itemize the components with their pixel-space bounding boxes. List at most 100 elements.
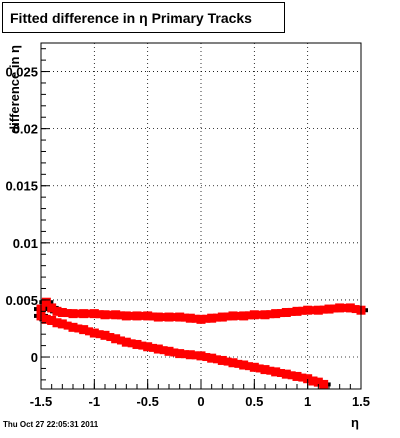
data-point — [271, 367, 281, 377]
data-point — [57, 307, 67, 317]
data-point-fill — [319, 305, 328, 314]
data-point — [164, 346, 174, 356]
data-point-fill — [95, 310, 104, 319]
data-point-fill — [149, 312, 157, 321]
x-tick-label: -0.5 — [136, 394, 158, 409]
data-point — [207, 353, 217, 363]
data-point-fill — [127, 311, 136, 320]
data-point-fill — [223, 357, 232, 366]
data-point — [313, 305, 323, 315]
data-point-fill — [95, 330, 104, 339]
data-point — [79, 325, 89, 335]
data-point-fill — [149, 343, 157, 352]
data-point — [207, 313, 217, 323]
data-point — [249, 362, 259, 372]
data-point — [111, 334, 121, 344]
data-point-fill — [202, 314, 211, 323]
tick-layer — [40, 48, 362, 389]
data-point-fill — [341, 303, 349, 312]
data-point — [132, 311, 142, 321]
data-point-fill — [287, 371, 296, 380]
data-point — [52, 306, 62, 316]
data-point-fill — [106, 310, 115, 319]
data-point-fill — [117, 311, 125, 320]
data-point — [228, 311, 238, 321]
data-point-fill — [170, 313, 179, 322]
data-point — [121, 337, 131, 347]
x-tick-label: 1.5 — [352, 394, 370, 409]
y-tick-label: 0.02 — [13, 122, 38, 137]
data-point-fill — [85, 327, 93, 336]
data-point — [79, 309, 89, 319]
data-point — [239, 360, 249, 370]
data-point — [175, 349, 185, 359]
data-point — [239, 311, 249, 321]
data-point-fill — [213, 355, 221, 364]
data-point-fill — [277, 309, 285, 318]
data-point-fill — [63, 309, 72, 318]
data-point — [41, 297, 51, 307]
data-point-fill — [351, 305, 360, 314]
data-point — [41, 314, 51, 324]
data-point — [249, 310, 259, 320]
data-point-fill — [170, 348, 179, 357]
data-point — [57, 319, 67, 329]
data-point — [345, 303, 355, 313]
data-point-fill — [106, 333, 115, 342]
data-point — [292, 371, 302, 381]
x-tick-label: 0.5 — [245, 394, 263, 409]
data-point-fill — [138, 311, 147, 320]
data-point — [185, 313, 195, 323]
data-point — [228, 358, 238, 368]
data-point — [47, 303, 57, 313]
data-point — [303, 374, 313, 384]
data-point-fill — [202, 353, 211, 362]
data-point-fill — [255, 364, 264, 373]
x-tick-label: 0 — [197, 394, 204, 409]
data-point-fill — [85, 309, 93, 318]
data-point — [143, 311, 153, 321]
data-point — [132, 339, 142, 349]
data-point-fill — [234, 359, 243, 368]
data-point — [292, 306, 302, 316]
data-point — [100, 330, 110, 340]
data-point-fill — [298, 373, 307, 382]
data-point — [164, 312, 174, 322]
data-point-fill — [245, 311, 253, 320]
data-point — [111, 310, 121, 320]
data-point — [260, 365, 270, 375]
x-tick-label: -1 — [89, 394, 101, 409]
data-point — [196, 351, 206, 361]
data-point-fill — [223, 312, 232, 321]
data-point-fill — [309, 306, 317, 315]
data-point — [100, 310, 110, 320]
data-point — [47, 315, 57, 325]
data-point — [260, 310, 270, 320]
data-point-fill — [234, 311, 243, 320]
data-point — [89, 328, 99, 338]
y-tick-label: 0.015 — [5, 179, 38, 194]
data-point-fill — [127, 339, 136, 348]
data-point-fill — [138, 341, 147, 350]
chart-title: Fitted difference in η Primary Tracks — [10, 10, 252, 26]
data-point — [319, 379, 329, 389]
data-point — [313, 377, 323, 387]
x-axis-label: η — [351, 415, 359, 430]
title-box: Fitted difference in η Primary Tracks — [2, 2, 285, 33]
data-point — [281, 369, 291, 379]
data-point — [185, 350, 195, 360]
data-point-fill — [287, 307, 296, 316]
x-tick-label: -1.5 — [30, 394, 52, 409]
data-point-fill — [117, 336, 125, 345]
data-point-fill — [181, 350, 189, 359]
data-point-fill — [213, 313, 221, 322]
data-point — [271, 309, 281, 319]
data-point — [143, 342, 153, 352]
data-point — [89, 309, 99, 319]
data-point — [308, 376, 318, 386]
data-point-fill — [181, 313, 189, 322]
data-point-fill — [191, 314, 200, 323]
y-axis-label: difference in η — [7, 45, 22, 134]
data-point-fill — [277, 369, 285, 378]
